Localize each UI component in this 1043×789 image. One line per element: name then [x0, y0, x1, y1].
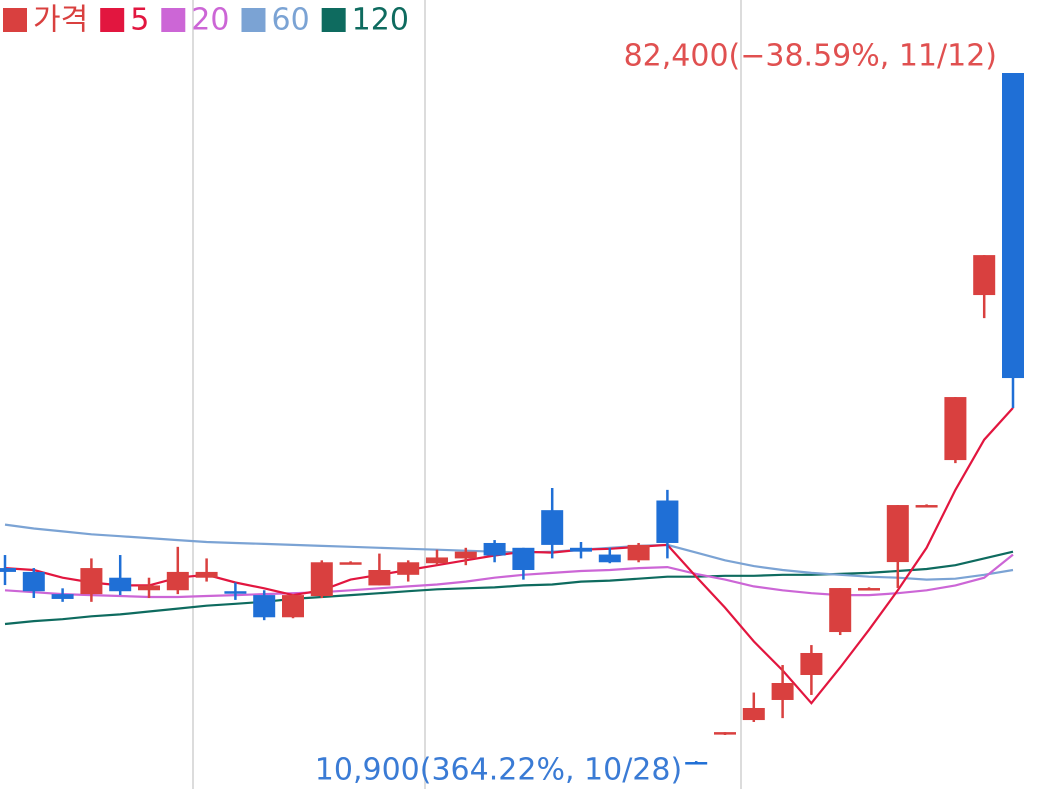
- candle-body: [800, 652, 823, 675]
- candle-body: [22, 571, 45, 592]
- candle-body: [656, 500, 679, 543]
- grid: [192, 0, 742, 789]
- legend-swatch: [3, 8, 27, 32]
- legend-label: 가격: [33, 3, 88, 38]
- candle-body: [714, 732, 736, 735]
- candle-body: [973, 255, 996, 296]
- candle-body: [541, 510, 564, 545]
- low-annotation: 10,900(364.22%, 10/28): [315, 753, 682, 788]
- candle-body: [253, 595, 276, 618]
- candle-body: [598, 554, 621, 563]
- candle-body: [339, 562, 362, 565]
- candle-body: [368, 569, 391, 586]
- candle-body: [512, 547, 535, 570]
- candle-body: [310, 562, 333, 597]
- candle-body: [224, 591, 247, 594]
- candle-body: [483, 542, 506, 556]
- candle-body: [426, 557, 448, 564]
- legend-label: 60: [271, 3, 309, 38]
- candle-body: [886, 505, 909, 563]
- candle-body: [1002, 73, 1024, 379]
- ma-line: [4, 407, 1014, 705]
- ma-line: [4, 523, 1014, 581]
- candle-body: [109, 577, 132, 592]
- candle-body: [771, 682, 794, 700]
- candle-body: [0, 568, 16, 572]
- legend-label: 120: [352, 3, 409, 38]
- ma-line: [4, 550, 1014, 626]
- candle-body: [742, 707, 765, 721]
- candles: [0, 73, 1024, 765]
- candle-body: [944, 397, 967, 461]
- candle-body: [397, 562, 420, 575]
- legend-label: 20: [191, 3, 229, 38]
- legend: 가격 5 20 60 120: [3, 3, 409, 38]
- ma-lines: [4, 407, 1014, 705]
- candle-body: [282, 595, 304, 618]
- legend-swatch: [241, 8, 266, 32]
- legend-label: 5: [130, 3, 149, 38]
- candle-body: [51, 594, 74, 599]
- candle-body: [858, 588, 880, 591]
- candle-body: [915, 505, 938, 508]
- candle-body: [685, 762, 708, 765]
- legend-swatch: [100, 8, 125, 32]
- candle-body: [195, 571, 218, 578]
- candle-body: [166, 571, 189, 591]
- legend-swatch: [161, 8, 186, 32]
- candle-body: [138, 585, 160, 591]
- high-annotation: 82,400(−38.59%, 11/12): [624, 39, 997, 74]
- candle-body: [627, 544, 650, 561]
- candle-body: [454, 551, 477, 559]
- legend-swatch: [321, 8, 346, 32]
- candle-body: [829, 588, 852, 633]
- candle-body: [80, 568, 103, 595]
- candle-body: [570, 547, 592, 552]
